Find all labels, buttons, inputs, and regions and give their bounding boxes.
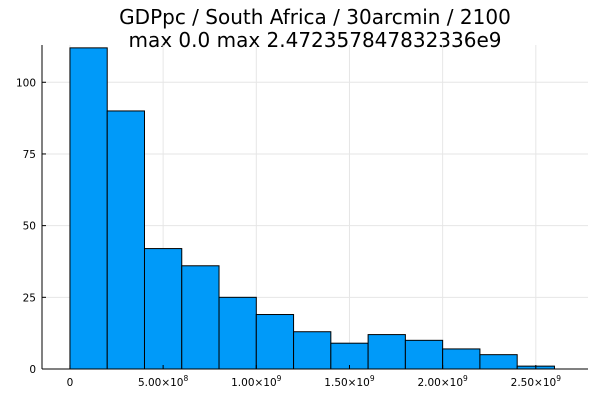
histogram-bar-8 — [367, 334, 406, 370]
y-tick-label-2: 50 — [23, 221, 36, 233]
y-tick-label-0: 0 — [29, 364, 36, 376]
x-tick-label-2: 1.00×109 — [231, 374, 282, 389]
histogram-bar-1 — [106, 110, 145, 370]
histogram-bar-9 — [404, 339, 444, 370]
histogram-bar-2 — [143, 248, 183, 370]
histogram-bar-6 — [293, 331, 332, 370]
y-tick-labels: 0 25 50 75 100 — [16, 77, 46, 376]
x-tick-label-3: 1.50×109 — [324, 374, 375, 389]
x-tick-label-5: 2.50×109 — [511, 374, 562, 389]
histogram-bar-5 — [255, 314, 295, 370]
chart-title: GDPpc / South Africa / 30arcmin / 2100 — [119, 5, 511, 29]
y-tick-label-1: 25 — [23, 292, 36, 304]
chart-subtitle: max 0.0 max 2.472357847832336e9 — [128, 28, 501, 52]
x-tick-label-0: 0 — [67, 377, 74, 389]
axes — [41, 45, 588, 370]
y-tick-label-4: 100 — [16, 77, 36, 89]
histogram-bar-10 — [442, 348, 481, 370]
y-tick-label-3: 75 — [23, 149, 36, 161]
histogram-bar-4 — [218, 296, 257, 370]
histogram-bar-7 — [330, 342, 369, 370]
histogram-bar-0 — [69, 47, 108, 370]
histogram-bar-3 — [181, 265, 220, 370]
x-tick-label-1: 5.00×108 — [138, 374, 189, 389]
histogram-bars — [69, 47, 555, 370]
x-tick-label-4: 2.00×109 — [417, 374, 468, 389]
histogram-bar-11 — [479, 354, 518, 370]
x-tick-labels: 0 5.00×108 1.00×109 1.50×109 2.00×109 2.50×10… — [67, 365, 562, 389]
